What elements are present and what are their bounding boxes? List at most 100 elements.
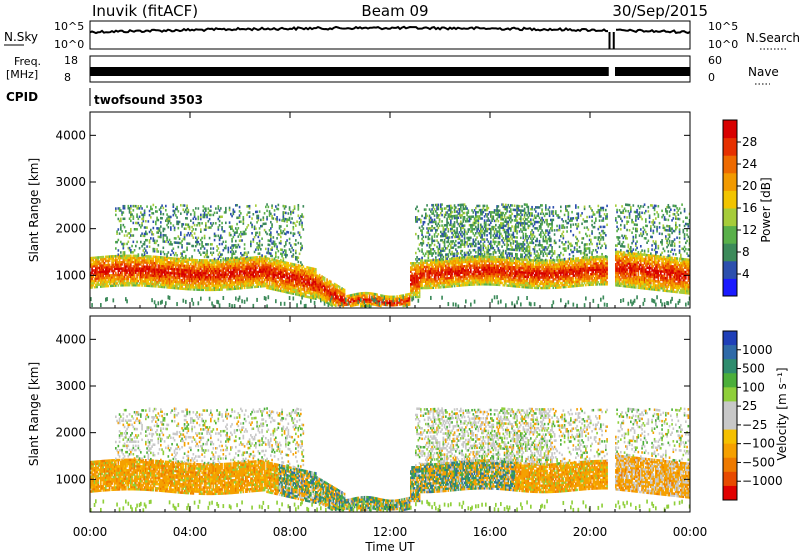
heatmap-cell — [286, 270, 288, 273]
heatmap-cell — [212, 213, 215, 217]
heatmap-cell — [300, 236, 302, 239]
heatmap-cell — [452, 263, 455, 267]
heatmap-cell — [191, 271, 193, 274]
heatmap-cell — [152, 237, 155, 240]
heatmap-cell — [193, 213, 196, 216]
heatmap-cell — [251, 264, 253, 268]
heatmap-cell — [430, 284, 432, 288]
heatmap-cell — [258, 283, 261, 286]
heatmap-cell — [448, 260, 451, 263]
heatmap-cell — [416, 260, 418, 263]
heatmap-cell — [248, 258, 251, 262]
heatmap-cell — [193, 258, 196, 262]
heatmap-cell — [443, 268, 446, 272]
heatmap-cell — [462, 279, 465, 283]
heatmap-cell — [301, 263, 303, 267]
heatmap-cell — [223, 267, 226, 270]
heatmap-cell — [448, 217, 451, 220]
heatmap-cell — [136, 273, 138, 277]
heatmap-cell — [453, 272, 456, 275]
heatmap-cell — [218, 277, 221, 281]
heatmap-cell — [457, 278, 460, 281]
heatmap-cell — [263, 263, 266, 267]
heatmap-cell — [392, 301, 395, 305]
heatmap-cell — [312, 273, 315, 277]
heatmap-cell — [411, 287, 413, 290]
heatmap-cell — [418, 291, 421, 294]
heatmap-cell — [161, 204, 163, 207]
heatmap-cell — [131, 267, 133, 270]
heatmap-cell — [416, 205, 418, 209]
heatmap-cell — [180, 212, 182, 215]
heatmap-cell — [147, 274, 150, 277]
heatmap-cell — [440, 277, 442, 281]
heatmap-cell — [211, 280, 213, 283]
heatmap-cell — [308, 268, 311, 272]
heatmap-cell — [237, 297, 240, 302]
heatmap-cell — [427, 227, 430, 230]
heatmap-cell — [298, 270, 301, 274]
heatmap-cell — [393, 297, 396, 301]
heatmap-cell — [330, 284, 332, 288]
heatmap-cell — [145, 226, 147, 229]
heatmap-cell — [443, 240, 446, 244]
heatmap-cell — [187, 260, 190, 264]
heatmap-cell — [113, 280, 116, 283]
heatmap-cell — [447, 262, 450, 265]
heatmap-cell — [287, 264, 290, 267]
heatmap-cell — [270, 260, 272, 263]
heatmap-cell — [91, 275, 93, 279]
heatmap-cell — [381, 302, 383, 306]
heatmap-cell — [376, 297, 378, 301]
heatmap-cell — [262, 261, 265, 265]
heatmap-cell — [243, 274, 246, 277]
heatmap-cell — [151, 274, 153, 277]
heatmap-cell — [268, 214, 271, 217]
heatmap-cell — [142, 254, 145, 258]
heatmap-cell — [231, 252, 233, 256]
heatmap-cell — [170, 284, 172, 287]
heatmap-cell — [160, 268, 162, 272]
heatmap-cell — [361, 292, 363, 295]
heatmap-cell — [406, 303, 408, 308]
heatmap-cell — [223, 275, 226, 279]
heatmap-cell — [225, 269, 227, 272]
heatmap-cell — [416, 293, 418, 297]
heatmap-cell — [97, 258, 100, 261]
heatmap-cell — [125, 265, 127, 268]
heatmap-cell — [102, 255, 105, 259]
heatmap-cell — [425, 267, 427, 271]
heatmap-cell — [445, 228, 447, 231]
heatmap-cell — [335, 285, 337, 289]
heatmap-cell — [111, 284, 113, 288]
heatmap-cell — [190, 267, 192, 270]
heatmap-cell — [420, 229, 422, 232]
heatmap-cell — [205, 284, 207, 287]
heatmap-cell — [146, 205, 148, 208]
heatmap-cell — [298, 264, 301, 267]
heatmap-cell — [211, 288, 213, 292]
heatmap-cell — [178, 259, 181, 263]
heatmap-cell — [233, 252, 236, 255]
heatmap-cell — [90, 282, 92, 285]
heatmap-cell — [102, 280, 105, 284]
heatmap-cell — [330, 291, 332, 294]
heatmap-cell — [160, 212, 162, 216]
heatmap-cell — [118, 219, 121, 223]
heatmap-cell — [177, 220, 180, 224]
heatmap-cell — [227, 257, 230, 260]
heatmap-cell — [386, 301, 388, 305]
heatmap-cell — [118, 254, 121, 258]
heatmap-cell — [212, 222, 215, 225]
heatmap-cell — [463, 283, 466, 287]
heatmap-cell — [166, 236, 168, 239]
heatmap-cell — [203, 286, 206, 290]
heatmap-cell — [102, 272, 105, 276]
heatmap-cell — [183, 268, 186, 272]
heatmap-cell — [403, 295, 406, 299]
heatmap-cell — [438, 284, 441, 287]
heatmap-cell — [188, 266, 191, 270]
heatmap-cell — [183, 279, 186, 282]
heatmap-cell — [157, 268, 160, 272]
heatmap-cell — [436, 203, 438, 207]
